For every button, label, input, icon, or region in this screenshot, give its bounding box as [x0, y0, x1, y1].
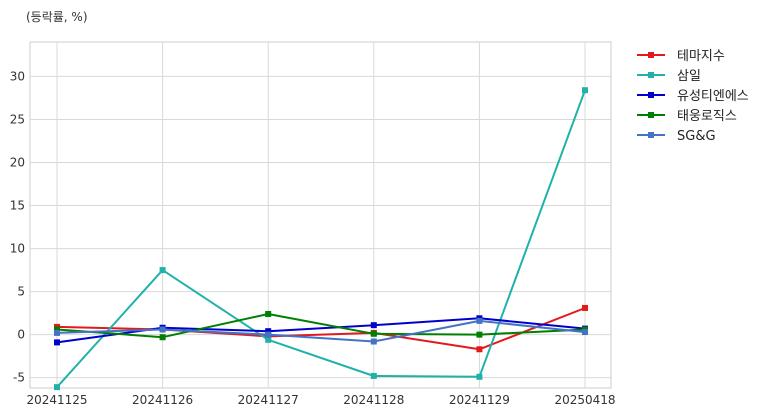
- data-point: [476, 331, 483, 338]
- series-line: [56, 89, 586, 388]
- legend-label: 테마지수: [677, 49, 725, 64]
- series-line: [56, 319, 586, 343]
- x-tick-label: 20241125: [26, 393, 87, 407]
- legend-label: 삼일: [677, 69, 701, 84]
- y-tick-label: 10: [10, 242, 25, 256]
- y-tick-label: 15: [10, 199, 25, 213]
- x-tick-label: 20241126: [132, 393, 193, 407]
- y-tick-label: 5: [17, 285, 25, 299]
- legend-marker: [648, 52, 654, 58]
- data-point: [54, 339, 60, 346]
- data-point: [476, 346, 483, 353]
- y-tick-label: -5: [13, 371, 25, 385]
- data-point: [582, 329, 588, 336]
- x-tick-label: 20241127: [238, 393, 299, 407]
- data-point: [159, 267, 166, 274]
- y-tick-label: 30: [10, 69, 25, 83]
- data-point: [54, 329, 60, 336]
- data-point: [265, 331, 272, 338]
- data-point: [265, 310, 272, 317]
- x-tick-label: 20250418: [554, 393, 615, 407]
- data-point: [370, 372, 377, 379]
- data-point: [370, 322, 377, 329]
- data-point: [476, 317, 483, 324]
- data-point: [159, 334, 166, 341]
- data-point: [370, 330, 377, 337]
- legend-label: 태웅로직스: [677, 109, 737, 124]
- data-point: [370, 338, 377, 345]
- series-line: [56, 313, 586, 339]
- plot-area: [29, 41, 612, 389]
- data-point: [582, 304, 588, 311]
- data-point: [582, 87, 588, 94]
- y-tick-label: 25: [10, 112, 25, 126]
- y-tick-label: 0: [17, 328, 25, 342]
- y-tick-label: 20: [10, 155, 25, 169]
- legend-marker: [648, 72, 654, 78]
- x-tick-label: 20241129: [449, 393, 510, 407]
- data-point: [54, 384, 60, 391]
- data-point: [54, 326, 60, 333]
- data-point: [476, 373, 483, 380]
- data-point: [265, 328, 272, 335]
- legend-label: 유성티엔에스: [677, 89, 749, 104]
- x-tick-label: 20241128: [343, 393, 404, 407]
- data-point: [159, 326, 166, 333]
- legend-label: SG&G: [677, 129, 716, 144]
- series-5: [54, 317, 588, 345]
- series-2: [54, 87, 588, 391]
- y-axis-label: (등락률, %): [26, 10, 88, 24]
- legend-marker: [648, 132, 654, 138]
- legend-marker: [648, 112, 654, 118]
- data-point: [265, 336, 272, 343]
- legend-marker: [648, 92, 654, 98]
